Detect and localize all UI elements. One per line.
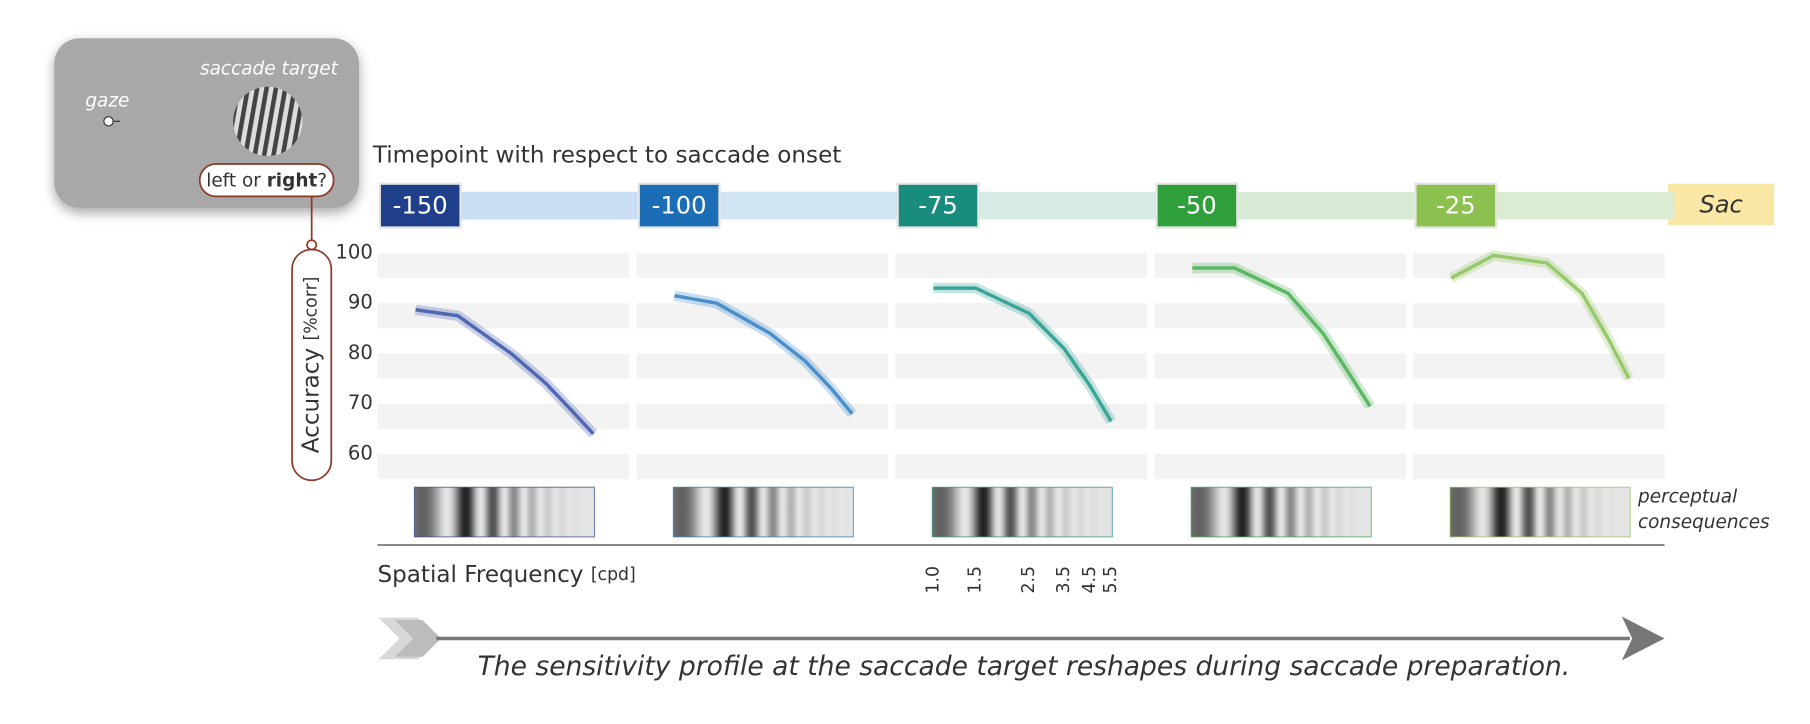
grating xyxy=(1449,486,1631,538)
grid-band xyxy=(377,454,630,480)
x-label-unit: [cpd] xyxy=(591,565,636,585)
grid-band xyxy=(1154,303,1406,329)
grating xyxy=(1190,486,1372,538)
x-tick-label: 5.5 xyxy=(1101,566,1121,594)
y-label-unit: [%corr] xyxy=(302,277,322,341)
x-axis-label: Spatial Frequency [cpd] xyxy=(377,561,635,587)
grating xyxy=(931,486,1113,538)
timeline-box xyxy=(1155,182,1239,229)
timeline-box xyxy=(1414,182,1498,229)
grid-band xyxy=(636,353,889,379)
arrow xyxy=(378,616,1665,661)
series-line xyxy=(1192,266,1372,408)
timeline-label: -150 xyxy=(393,191,448,220)
target-label: saccade target xyxy=(200,58,339,79)
timeline-bar xyxy=(978,191,1157,220)
sac-box xyxy=(1668,183,1775,226)
grid-band xyxy=(1154,353,1406,379)
timeline-bar xyxy=(719,191,898,220)
x-tick-label: 1.0 xyxy=(923,566,943,594)
grating-caption: perceptual xyxy=(1637,487,1738,508)
caption: The sensitivity profile at the saccade t… xyxy=(478,651,1571,682)
gaze-dot xyxy=(103,116,114,127)
x-tick-label: 4.5 xyxy=(1080,566,1100,594)
timeline-bar xyxy=(460,191,639,220)
timeline-box xyxy=(378,182,462,229)
x-tick-label: 1.5 xyxy=(966,566,986,594)
timeline-box xyxy=(896,182,980,229)
y-tick-label: 80 xyxy=(348,341,373,364)
y-label-main: Accuracy xyxy=(298,348,324,453)
x-label-main: Spatial Frequency xyxy=(377,561,583,587)
timeline-bar xyxy=(1237,191,1416,220)
gaze-label: gaze xyxy=(85,91,129,112)
y-axis-label: Accuracy [%corr] xyxy=(298,277,324,454)
grid-band xyxy=(377,403,630,429)
grid-band xyxy=(1154,454,1406,480)
y-tick-label: 100 xyxy=(335,240,372,263)
grid-band xyxy=(377,303,630,329)
question: left or right? xyxy=(206,170,327,191)
timeline-label: -50 xyxy=(1177,191,1217,220)
grid-band xyxy=(1413,403,1665,429)
question-bold: right xyxy=(267,170,318,191)
timeline-bar xyxy=(1496,191,1675,220)
question-text: left or xyxy=(206,170,267,191)
grid-band xyxy=(895,454,1147,480)
timeline-label: -100 xyxy=(652,191,707,220)
grid-band xyxy=(1154,252,1406,279)
grating-caption: consequences xyxy=(1638,512,1770,533)
grid-band xyxy=(895,303,1147,329)
timeline-label: -25 xyxy=(1436,191,1476,220)
y-tick-label: 70 xyxy=(348,391,373,414)
y-label-pill xyxy=(291,248,333,482)
grid-band xyxy=(377,353,630,379)
sac-label: Sac xyxy=(1699,190,1743,219)
grid-band xyxy=(636,454,889,480)
grid-band xyxy=(1413,252,1665,279)
series-line xyxy=(415,308,595,436)
grating xyxy=(413,486,596,538)
grid-band xyxy=(636,252,889,279)
x-tick-label: 3.5 xyxy=(1054,566,1074,594)
grid-band xyxy=(636,303,889,329)
grating xyxy=(672,486,854,538)
target-grating xyxy=(233,86,303,156)
y-tick-label: 90 xyxy=(348,291,373,314)
connector-dot xyxy=(306,239,318,251)
y-tick-label: 60 xyxy=(348,442,373,465)
grid-band xyxy=(1413,454,1665,480)
grid-band xyxy=(895,252,1147,279)
timeline-box xyxy=(637,182,721,229)
timeline-title: Timepoint with respect to saccade onset xyxy=(372,142,841,168)
question-pill xyxy=(198,163,335,198)
x-tick-label: 2.5 xyxy=(1019,566,1039,594)
series-line xyxy=(1450,253,1631,380)
grid-band xyxy=(1413,303,1665,329)
timeline-label: -75 xyxy=(918,191,958,220)
grid-band xyxy=(1154,403,1406,429)
question-mark: ? xyxy=(317,170,327,191)
grid-band xyxy=(895,353,1147,379)
series-line xyxy=(933,286,1113,423)
grid-band xyxy=(377,252,630,279)
series-line xyxy=(674,293,854,415)
